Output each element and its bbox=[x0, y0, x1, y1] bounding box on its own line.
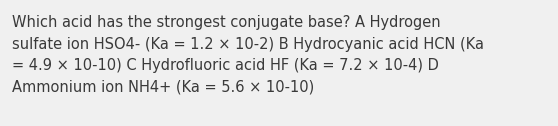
Text: Which acid has the strongest conjugate base? A Hydrogen
sulfate ion HSO4- (Ka = : Which acid has the strongest conjugate b… bbox=[12, 15, 484, 95]
